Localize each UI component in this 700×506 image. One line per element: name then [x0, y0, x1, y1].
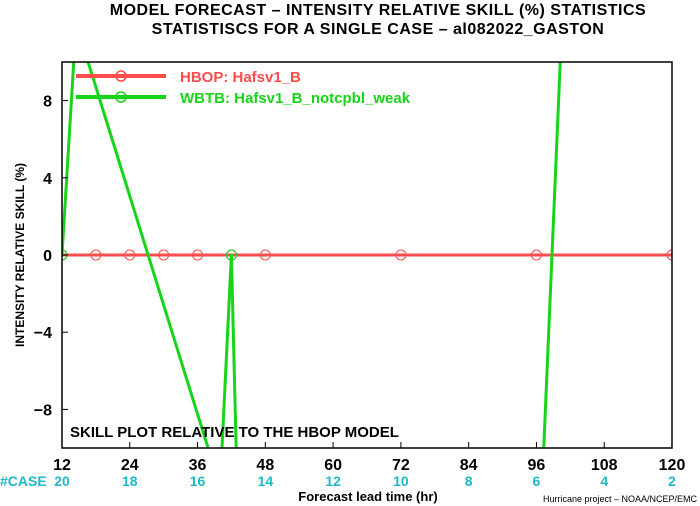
case-count: 8	[465, 473, 473, 489]
x-tick-label: 36	[189, 457, 207, 474]
x-tick-label: 60	[324, 457, 342, 474]
case-count: 18	[122, 473, 138, 489]
case-count: 14	[258, 473, 274, 489]
y-axis-label: INTENSITY RELATIVE SKILL (%)	[13, 163, 27, 347]
case-count: 6	[533, 473, 541, 489]
case-count: 4	[600, 473, 608, 489]
legend-marker-1	[115, 91, 127, 103]
series-marker-0	[90, 249, 102, 261]
series-marker-0	[124, 249, 136, 261]
case-count: 12	[325, 473, 341, 489]
series-marker-0	[192, 249, 204, 261]
case-count: 20	[54, 473, 70, 489]
series-marker-0	[666, 249, 672, 261]
series-marker-1	[225, 249, 237, 261]
legend-label-0: HBOP: Hafsv1_B	[180, 69, 301, 86]
case-label: #CASE	[0, 473, 47, 489]
x-tick-label: 48	[256, 457, 274, 474]
chart-title-line2: STATISTISCS FOR A SINGLE CASE – al082022…	[152, 21, 605, 38]
skill-annotation: SKILL PLOT RELATIVE TO THE HBOP MODEL	[70, 424, 399, 441]
case-count: 16	[190, 473, 206, 489]
chart-title-line1: MODEL FORECAST – INTENSITY RELATIVE SKIL…	[110, 2, 646, 19]
x-tick-label: 120	[659, 457, 686, 474]
x-tick-label: 72	[392, 457, 410, 474]
series-marker-0	[158, 249, 170, 261]
legend-marker-0	[115, 70, 127, 82]
x-tick-label: 12	[53, 457, 71, 474]
case-count: 10	[393, 473, 409, 489]
series-line-1	[62, 62, 562, 448]
credit-text: Hurricane project – NOAA/NCEP/EMC	[543, 494, 698, 504]
y-tick-label: −8	[34, 402, 52, 419]
x-tick-label: 108	[591, 457, 618, 474]
legend-label-1: WBTB: Hafsv1_B_notcpbl_weak	[180, 90, 411, 107]
case-count: 2	[668, 473, 676, 489]
y-tick-label: −4	[34, 325, 52, 342]
y-tick-label: 4	[43, 171, 52, 188]
y-tick-label: 0	[43, 248, 52, 265]
series-marker-0	[530, 249, 542, 261]
x-tick-label: 84	[460, 457, 478, 474]
series-marker-0	[395, 249, 407, 261]
x-axis-label: Forecast lead time (hr)	[298, 489, 437, 504]
x-tick-label: 96	[528, 457, 546, 474]
y-tick-label: 8	[43, 94, 52, 111]
series-marker-0	[259, 249, 271, 261]
x-tick-label: 24	[121, 457, 139, 474]
